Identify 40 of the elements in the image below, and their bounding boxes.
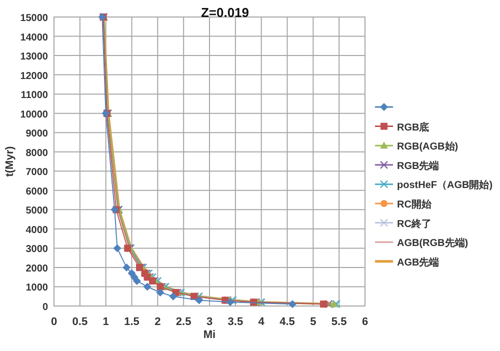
y-tick-label: 12000	[20, 70, 48, 82]
chart-title: Z=0.019	[200, 5, 250, 20]
y-tick-label: 4000	[26, 224, 48, 236]
y-tick-label: 11000	[20, 90, 48, 102]
legend-label: AGB先端	[397, 256, 440, 268]
x-tick-label: 3	[206, 316, 213, 328]
y-tick-label: 9000	[26, 128, 48, 140]
x-tick-label: 6	[362, 316, 368, 328]
y-tick-label: 2000	[26, 263, 48, 274]
y-tick-label: 6000	[26, 186, 48, 198]
x-tick-label: 5	[310, 316, 316, 328]
x-tick-label: 2	[154, 316, 161, 328]
y-tick-label: 5000	[26, 206, 48, 217]
legend-label: RGB底	[397, 121, 430, 134]
legend-label: AGB(RGB先端)	[397, 237, 468, 250]
y-tick-label: 13000	[20, 52, 48, 63]
x-tick-label: 0	[50, 316, 58, 328]
x-tick-label: 1.5	[124, 316, 140, 328]
y-tick-label: 14000	[20, 32, 48, 44]
y-tick-label: 3000	[26, 244, 48, 256]
legend-label: RGB先端	[397, 160, 440, 172]
legend-label: RC終了	[397, 218, 432, 230]
x-tick-label: 5.5	[331, 316, 347, 328]
y-tick-label: 10000	[20, 109, 48, 120]
x-axis-title: Mi	[203, 329, 216, 341]
legend-label: postHeF（AGB開始)	[397, 179, 493, 192]
y-tick-label: 1000	[26, 282, 48, 294]
y-tick-label: 8000	[26, 148, 48, 159]
x-tick-label: 3.5	[228, 316, 244, 328]
y-tick-label: 15000	[20, 13, 48, 24]
x-tick-label: 4	[258, 316, 266, 328]
x-tick-label: 4.5	[280, 316, 295, 328]
x-tick-label: 0.5	[72, 316, 88, 328]
y-tick-label: 7000	[26, 167, 48, 178]
y-axis-title: t(Myr)	[4, 146, 16, 177]
x-tick-label: 1	[102, 316, 109, 328]
legend-label: RGB(AGB始)	[397, 140, 458, 153]
x-tick-label: 2.5	[176, 316, 192, 328]
legend-label: RC開始	[397, 198, 432, 210]
y-tick-label: 0	[42, 302, 48, 313]
